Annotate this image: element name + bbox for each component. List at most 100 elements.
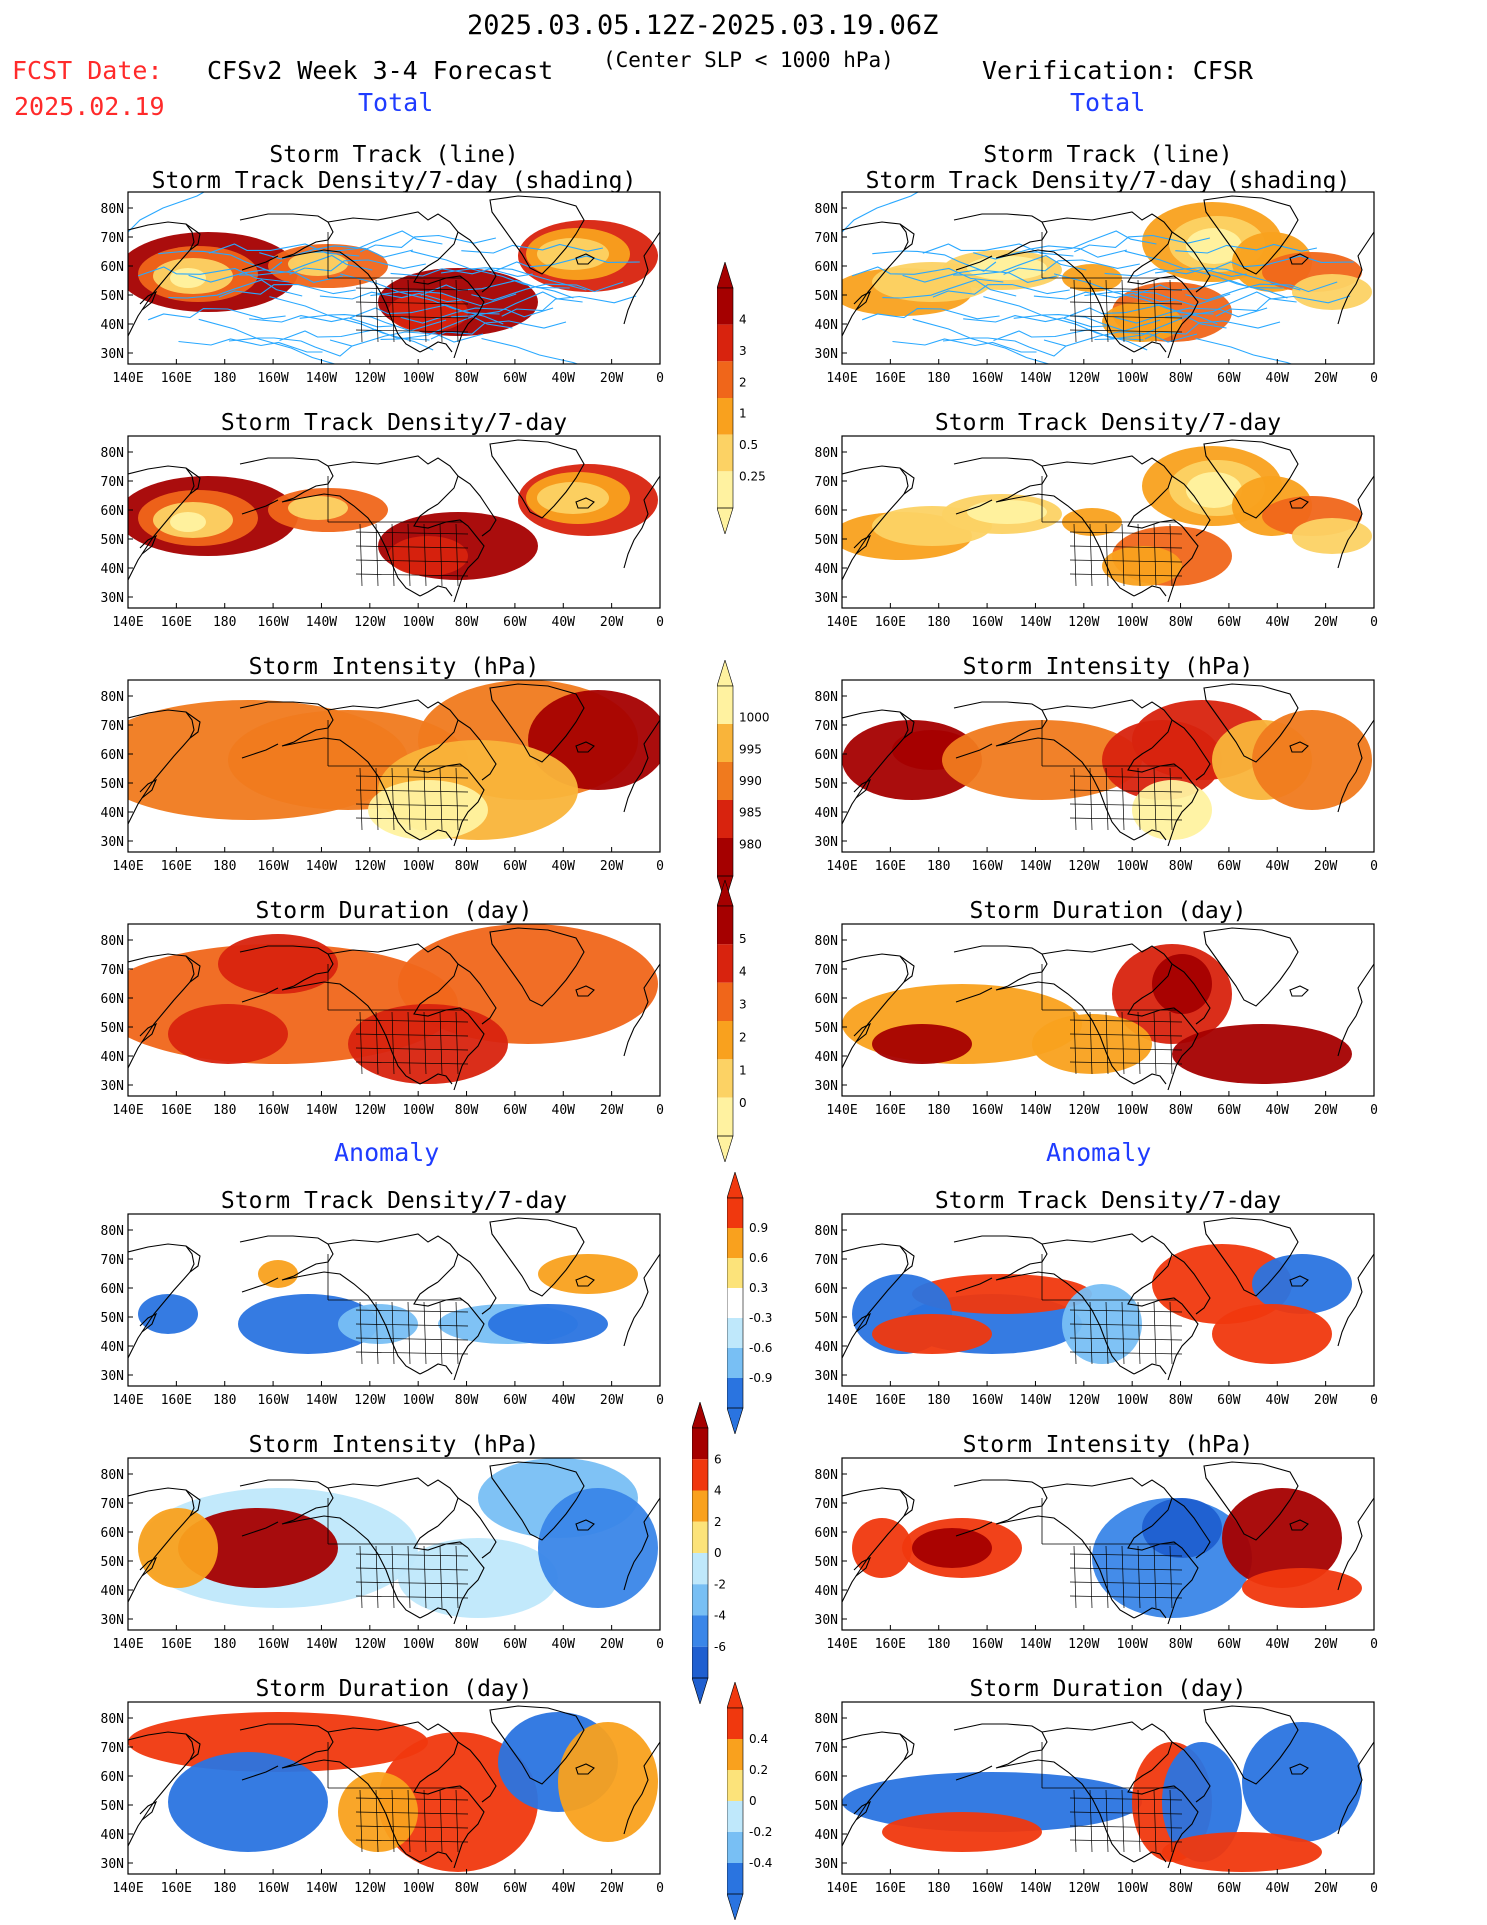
shaded-region: [558, 1722, 658, 1842]
coastline: [239, 1723, 421, 1863]
coastline: [955, 1277, 993, 1293]
coastline: [413, 747, 485, 847]
storm-track-line: [842, 192, 920, 233]
colorbar-label: 0: [739, 1096, 747, 1110]
shaded-region: [1032, 1014, 1152, 1074]
lon-tick-label: 0: [1370, 1881, 1378, 1896]
coastline: [419, 1363, 453, 1375]
shaded-region: [1152, 1244, 1292, 1324]
lat-tick-label: 50N: [101, 533, 124, 548]
lon-tick-label: 120W: [1068, 1103, 1099, 1118]
lat-tick-label: 30N: [101, 1613, 124, 1628]
lat-tick-label: 70N: [101, 1497, 124, 1512]
storm-track-line: [1104, 268, 1247, 277]
storm-track-line: [178, 338, 323, 353]
lon-tick-label: 140W: [306, 1881, 337, 1896]
lat-tick-label: 50N: [101, 289, 124, 304]
coastline: [1171, 1741, 1211, 1803]
coastline: [489, 683, 585, 763]
shaded-region: [537, 482, 609, 514]
lat-tick-label: 40N: [101, 1584, 124, 1599]
lon-tick-label: 80W: [1169, 1103, 1193, 1118]
coastline: [899, 467, 909, 495]
shaded-region: [178, 1508, 338, 1588]
lon-tick-label: 180: [213, 1103, 236, 1118]
lon-tick-label: 140W: [306, 615, 337, 630]
lon-tick-label: 180: [927, 1103, 950, 1118]
storm-track-line: [851, 266, 1004, 283]
panel-density-anom-verif-title-1: Storm Track Density/7-day: [934, 1188, 1282, 1214]
coastline: [419, 1073, 453, 1085]
lat-tick-label: 80N: [101, 446, 124, 461]
colorbar-label: 2: [739, 1030, 747, 1044]
lon-tick-label: 120W: [354, 371, 385, 386]
colorbar-intensity: 1000 995 990 985 980: [716, 658, 807, 906]
coastline: [1133, 1073, 1167, 1085]
lat-tick-label: 80N: [101, 1468, 124, 1483]
lat-tick-label: 60N: [815, 1282, 838, 1297]
storm-track-line: [471, 281, 624, 301]
colorbar-label: 980: [739, 837, 762, 851]
lat-tick-label: 30N: [815, 1079, 838, 1094]
lon-tick-label: 120W: [1068, 1881, 1099, 1896]
shaded-region: [1102, 546, 1182, 586]
colorbar-label: -0.9: [749, 1371, 772, 1385]
lat-tick-label: 50N: [815, 1799, 838, 1814]
coastline: [575, 741, 595, 753]
lon-tick-label: 40W: [552, 1103, 576, 1118]
coastline: [1203, 439, 1299, 519]
lon-tick-label: 60W: [503, 1103, 527, 1118]
shaded-region: [218, 934, 338, 994]
lat-tick-label: 50N: [101, 1021, 124, 1036]
colorbar-label: 3: [739, 998, 747, 1012]
coastline: [327, 1233, 459, 1283]
shaded-region: [538, 1254, 638, 1294]
storm-track-line: [501, 295, 637, 317]
lon-tick-label: 180: [213, 1881, 236, 1896]
panel-density-verif-map: 140E 160E 180 160W 140W 120W 100W 80W 60W 40W 20W 0…: [815, 435, 1378, 630]
coastline: [1171, 231, 1211, 293]
lon-tick-label: 160W: [257, 859, 288, 874]
lat-tick-label: 50N: [815, 1311, 838, 1326]
storm-track-line: [390, 268, 533, 277]
lat-tick-label: 30N: [815, 591, 838, 606]
coastline: [457, 1253, 497, 1315]
coastline: [1133, 585, 1167, 597]
lon-tick-label: 20W: [600, 615, 624, 630]
coastline: [842, 1731, 915, 1847]
lat-tick-label: 50N: [815, 289, 838, 304]
lon-tick-label: 60W: [1217, 1103, 1241, 1118]
lon-tick-label: 140W: [306, 1637, 337, 1652]
lon-tick-label: 160W: [971, 1637, 1002, 1652]
coastline: [955, 987, 993, 1003]
lon-tick-label: 0: [1370, 371, 1378, 386]
panel-duration-anom-forecast: 140E 160E 180 160W 140W 120W 100W 80W 60W 40W 20W 0…: [101, 1701, 664, 1896]
storm-track-line: [420, 279, 570, 296]
lon-tick-label: 160W: [971, 1393, 1002, 1408]
colorbar-label: 0.25: [739, 470, 766, 484]
coastline: [239, 1479, 421, 1619]
coastline: [1171, 719, 1211, 781]
lon-tick-label: 140E: [112, 1103, 143, 1118]
lon-tick-label: 80W: [455, 1103, 479, 1118]
coastline: [953, 457, 1135, 597]
lon-tick-label: 0: [656, 1393, 664, 1408]
shaded-region: [338, 1304, 418, 1344]
colorbar-label: 0.2: [749, 1763, 768, 1777]
coastline: [1203, 1461, 1299, 1541]
lon-tick-label: 160W: [257, 1637, 288, 1652]
coastline: [413, 991, 485, 1091]
panel-intensity-anom-forecast-title-1: Storm Intensity (hPa): [248, 1432, 540, 1458]
lon-tick-label: 160E: [875, 1393, 906, 1408]
panel-intensity-anom-forecast-map: 140E 160E 180 160W 140W 120W 100W 80W 60W 40W 20W 0…: [101, 1457, 664, 1652]
lon-tick-label: 140W: [306, 1103, 337, 1118]
colorbar-label: 4: [739, 312, 747, 326]
lon-tick-label: 160E: [161, 1393, 192, 1408]
panel-track-verif: 140E 160E 180 160W 140W 120W 100W 80W 60W 40W 20W 0…: [815, 191, 1378, 386]
shaded-region: [1252, 710, 1372, 810]
lon-tick-label: 20W: [1314, 1637, 1338, 1652]
storm-track-line: [1074, 234, 1211, 253]
coastline: [955, 1765, 993, 1781]
lat-tick-label: 50N: [815, 777, 838, 792]
shaded-region: [1222, 1488, 1342, 1588]
